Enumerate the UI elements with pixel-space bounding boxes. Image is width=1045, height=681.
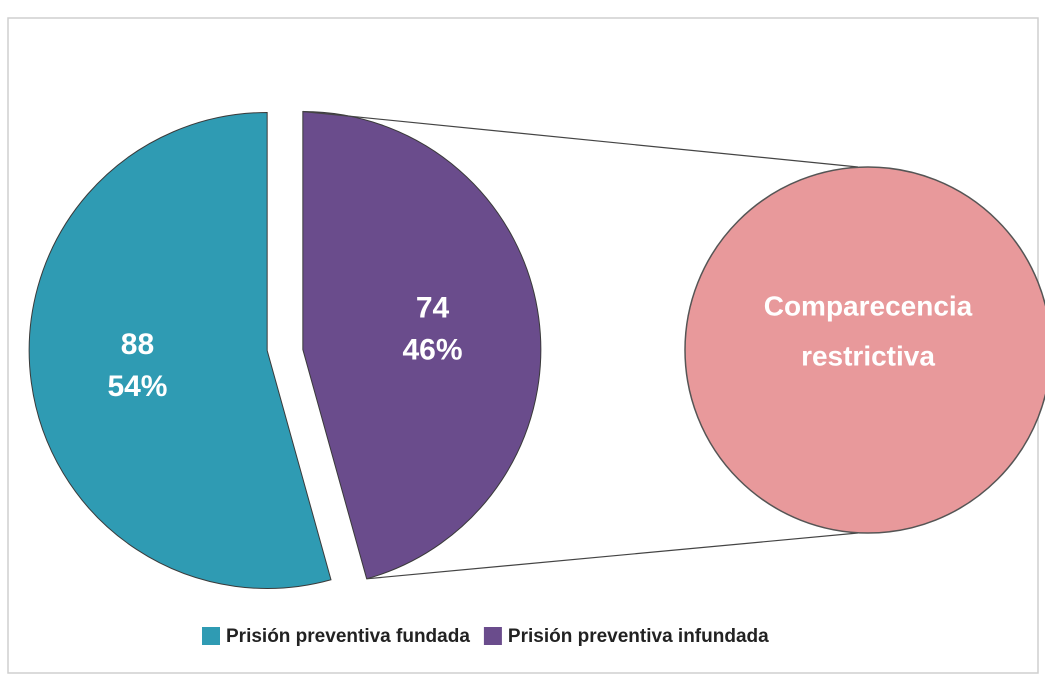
annotation: restrictiva xyxy=(801,340,935,371)
data-label: 88 xyxy=(121,328,154,361)
connector-line xyxy=(366,532,859,580)
data-label: 74 xyxy=(416,292,450,325)
data-label: 46% xyxy=(403,334,463,367)
legend-label: Prisión preventiva infundada xyxy=(508,626,769,647)
breakdown-circle xyxy=(684,166,1045,534)
annotation: Comparecencia xyxy=(764,290,973,321)
legend-label: Prisión preventiva fundada xyxy=(226,626,470,647)
connector-line xyxy=(302,110,859,168)
pie-slice xyxy=(28,111,332,589)
legend-swatch xyxy=(202,627,220,645)
pie-slice xyxy=(302,111,542,580)
legend-swatch xyxy=(483,627,502,645)
data-label: 54% xyxy=(107,370,167,403)
